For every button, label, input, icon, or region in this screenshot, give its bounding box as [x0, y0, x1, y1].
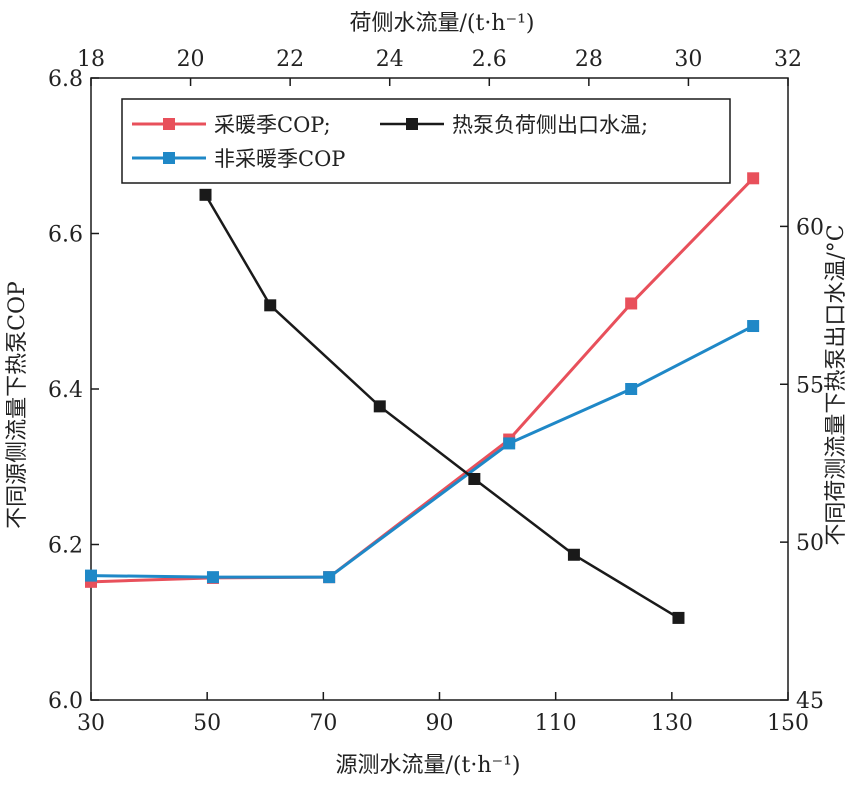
legend-swatch-temp-marker [406, 118, 418, 130]
legend-label-heating: 采暖季COP; [214, 113, 331, 137]
x-bottom-tick-label: 50 [193, 711, 221, 736]
x-bottom-tick-label: 150 [767, 711, 809, 736]
series-point-0 [747, 172, 760, 185]
x-top-tick-label: 24 [376, 47, 404, 72]
x-top-tick-label: 28 [575, 47, 603, 72]
legend-label-nonheating: 非采暖季COP [214, 147, 345, 171]
legend: 采暖季COP; 热泵负荷侧出口水温; 非采暖季COP [121, 98, 731, 184]
y-left-tick-label: 6.2 [48, 534, 83, 559]
series-point-1 [206, 571, 219, 584]
series-point-2 [672, 611, 685, 624]
series-point-1 [625, 383, 638, 395]
x-axis-bottom-title: 源测水流量/(t·h⁻¹) [335, 753, 520, 778]
legend-swatch-nonheating-marker [163, 152, 175, 164]
series-point-2 [567, 548, 580, 561]
series-line-2 [204, 194, 680, 619]
legend-box [121, 98, 731, 184]
x-top-tick-label: 2.6 [472, 47, 507, 72]
series-point-1 [85, 569, 97, 582]
y-right-tick-label: 60 [796, 215, 824, 240]
x-bottom-tick-label: 70 [309, 711, 337, 736]
series-point-2 [264, 299, 277, 312]
series-point-2 [199, 188, 212, 201]
x-axis-top-title: 荷侧水流量/(t·h⁻¹) [349, 11, 534, 36]
y-left-tick-label: 6.6 [48, 223, 83, 248]
series-point-0 [625, 297, 638, 310]
legend-swatch-heating-marker [163, 118, 175, 130]
x-bottom-tick-label: 110 [535, 711, 577, 736]
x-bottom-tick-label: 130 [651, 711, 693, 736]
series-point-1 [323, 571, 336, 584]
legend-label-temp: 热泵负荷侧出口水温; [452, 113, 648, 137]
x-top-tick-label: 32 [774, 47, 802, 72]
x-top-tick-label: 30 [674, 47, 702, 72]
x-top-tick-label: 20 [177, 47, 205, 72]
chart-frame-layer [90, 77, 789, 701]
tick-label-layer: 30 50 70 90 110 130 150 18 20 22 24 2.6 28 30 32 6.0 6.2… [48, 47, 824, 736]
y-axis-left-title: 不同源侧流量下热泵COP [5, 281, 30, 529]
y-left-tick-label: 6.4 [48, 378, 83, 403]
y-right-tick-label: 45 [796, 689, 824, 714]
y-right-tick-label: 50 [796, 531, 824, 556]
x-top-tick-label: 18 [77, 47, 105, 72]
y-right-tick-label: 55 [796, 373, 824, 398]
series-line-0 [90, 177, 755, 584]
y-left-tick-label: 6.8 [48, 67, 83, 92]
y-axis-right-title: 不同荷测流量下热泵出口水温/°C [824, 224, 849, 545]
y-left-tick-label: 6.0 [48, 689, 83, 714]
x-bottom-tick-label: 30 [77, 711, 105, 736]
x-bottom-tick-label: 90 [426, 711, 454, 736]
series-point-1 [503, 437, 516, 450]
series-point-1 [747, 320, 760, 333]
series-layer [85, 172, 760, 624]
series-point-2 [468, 472, 481, 485]
x-top-tick-label: 22 [276, 47, 304, 72]
series-line-1 [90, 324, 754, 579]
series-point-2 [373, 400, 386, 413]
